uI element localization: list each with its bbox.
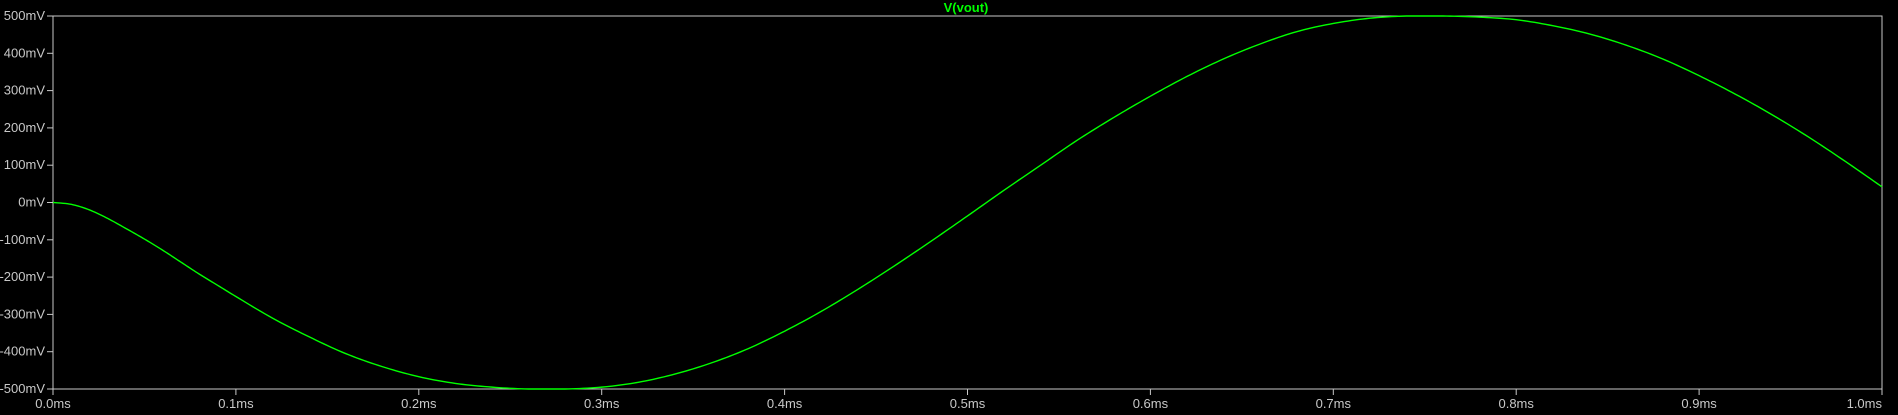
y-tick-label: -300mV — [0, 306, 45, 321]
y-tick-label: 100mV — [4, 157, 46, 172]
x-tick-label: 0.9ms — [1681, 396, 1717, 411]
x-tick-label: 0.1ms — [218, 396, 254, 411]
y-tick-label: -400mV — [0, 344, 45, 359]
x-tick-label: 0.2ms — [401, 396, 437, 411]
x-axis: 0.0ms 0.1ms 0.2ms 0.3ms 0.4ms 0.5ms 0.6ms 0.7ms… — [35, 389, 1883, 411]
x-tick-label: 0.7ms — [1316, 396, 1352, 411]
series-line-vout[interactable] — [52, 15, 1883, 390]
x-tick-label: 0.0ms — [35, 396, 71, 411]
y-tick-label: 500mV — [4, 8, 46, 23]
x-tick-label: 0.6ms — [1133, 396, 1169, 411]
y-tick-label: 200mV — [4, 120, 46, 135]
y-axis: 500mV 400mV 300mV 200mV 100mV 0mV -100mV -200mV… — [0, 8, 53, 396]
y-tick-label: -100mV — [0, 232, 45, 247]
y-tick-label: 0mV — [18, 195, 45, 210]
x-tick-label: 0.5ms — [950, 396, 986, 411]
x-tick-label: 0.3ms — [584, 396, 620, 411]
y-tick-label: -200mV — [0, 269, 45, 284]
x-tick-label: 0.4ms — [767, 396, 803, 411]
y-tick-label: 400mV — [4, 45, 46, 60]
y-tick-label: 300mV — [4, 83, 46, 98]
x-tick-label: 0.8ms — [1498, 396, 1534, 411]
chart-title[interactable]: V(vout) — [944, 0, 989, 15]
y-tick-label: -500mV — [0, 381, 45, 396]
x-tick-label: 1.0ms — [1847, 396, 1883, 411]
